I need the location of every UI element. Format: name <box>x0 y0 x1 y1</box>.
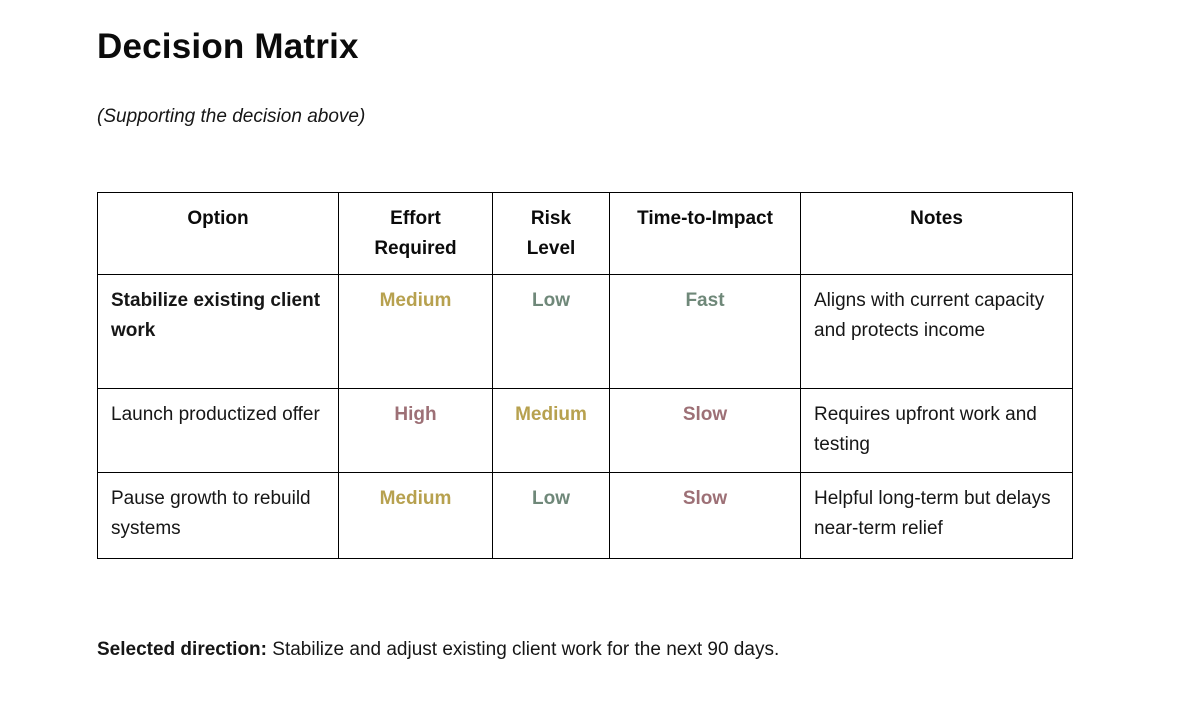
selected-direction-label: Selected direction: <box>97 639 267 660</box>
time-cell: Slow <box>609 388 801 473</box>
selected-direction-line: Selected direction: Stabilize and adjust… <box>97 636 779 664</box>
option-cell: Pause growth to rebuild systems <box>97 472 339 559</box>
column-header-risk: Risk Level <box>492 192 610 275</box>
notes-cell: Requires upfront work and testing <box>800 388 1073 473</box>
decision-matrix-table: Option Effort Required Risk Level Time-t… <box>97 192 1073 559</box>
option-cell: Launch productized offer <box>97 388 339 473</box>
notes-cell: Aligns with current capacity and protect… <box>800 274 1073 389</box>
option-cell: Stabilize existing client work <box>97 274 339 389</box>
table-header-row: Option Effort Required Risk Level Time-t… <box>97 192 1073 275</box>
table-row: Pause growth to rebuild systems Medium L… <box>97 472 1073 559</box>
effort-cell: High <box>338 388 493 473</box>
column-header-notes: Notes <box>800 192 1073 275</box>
time-cell: Fast <box>609 274 801 389</box>
page-subtitle: (Supporting the decision above) <box>97 106 366 127</box>
column-header-effort: Effort Required <box>338 192 493 275</box>
selected-direction-text: Stabilize and adjust existing client wor… <box>267 639 780 660</box>
column-header-time: Time-to-Impact <box>609 192 801 275</box>
page-title: Decision Matrix <box>97 27 359 66</box>
risk-cell: Low <box>492 274 610 389</box>
column-header-option: Option <box>97 192 339 275</box>
risk-cell: Medium <box>492 388 610 473</box>
risk-cell: Low <box>492 472 610 559</box>
table-row: Launch productized offer High Medium Slo… <box>97 388 1073 473</box>
notes-cell: Helpful long-term but delays near-term r… <box>800 472 1073 559</box>
time-cell: Slow <box>609 472 801 559</box>
table-row: Stabilize existing client work Medium Lo… <box>97 274 1073 389</box>
effort-cell: Medium <box>338 274 493 389</box>
effort-cell: Medium <box>338 472 493 559</box>
